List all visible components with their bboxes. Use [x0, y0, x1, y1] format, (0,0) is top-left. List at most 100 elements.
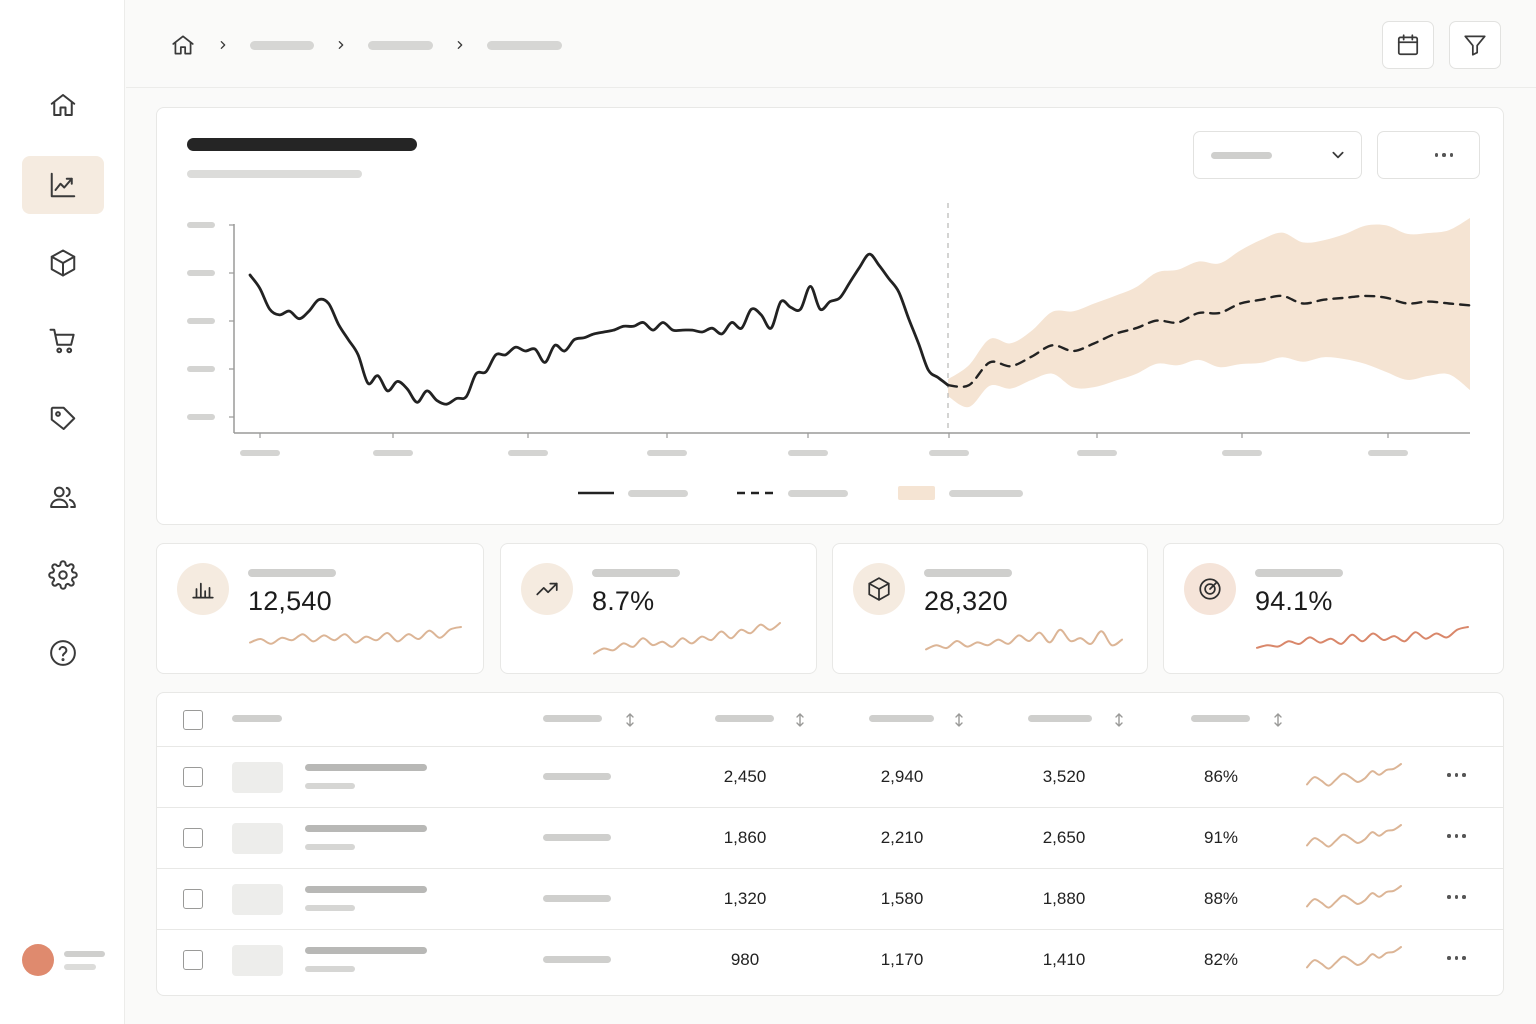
kpi-icon-badge: [177, 563, 229, 615]
cell-value: 1,410: [1042, 950, 1086, 969]
column-header-placeholder[interactable]: [232, 715, 282, 722]
column-header-placeholder[interactable]: [1028, 715, 1092, 722]
cube-icon: [868, 577, 890, 601]
x-tick-label-placeholder: [647, 450, 687, 456]
cell-value: 1,860: [723, 828, 767, 847]
sort-icon[interactable]: [624, 712, 636, 728]
row-more-button[interactable]: [1443, 952, 1470, 964]
sort-icon[interactable]: [953, 712, 965, 728]
user-profile[interactable]: [22, 944, 112, 976]
sort-icon[interactable]: [1113, 712, 1125, 728]
sidebar-item-home[interactable]: [22, 76, 104, 134]
sort-icon[interactable]: [1272, 712, 1284, 728]
avatar[interactable]: [22, 944, 54, 976]
bar-chart-icon: [192, 582, 214, 599]
sidebar-item-help[interactable]: [22, 624, 104, 682]
kpi-card[interactable]: 8.7%: [500, 543, 817, 674]
period-dropdown[interactable]: [1193, 131, 1362, 179]
row-checkbox[interactable]: [183, 950, 203, 970]
y-tick-label-placeholder: [187, 414, 215, 420]
kpi-label-placeholder: [1255, 569, 1343, 577]
cell-percent: 86%: [1203, 767, 1239, 786]
forecast-confidence-band: [948, 218, 1470, 408]
filter-button[interactable]: [1449, 21, 1501, 69]
chart-title-placeholder: [187, 138, 417, 151]
column-header-placeholder[interactable]: [869, 715, 934, 722]
chevron-down-icon: [1332, 151, 1344, 159]
kpi-label-placeholder: [592, 569, 680, 577]
more-icon: [1447, 834, 1466, 838]
kpi-icon-badge: [521, 563, 573, 615]
more-icon: [1447, 956, 1466, 960]
breadcrumb-item[interactable]: [250, 40, 314, 50]
forecast-chart-card: [156, 107, 1504, 525]
home-icon[interactable]: [170, 32, 196, 58]
kpi-label-placeholder: [924, 569, 1012, 577]
row-more-button[interactable]: [1443, 891, 1470, 903]
x-tick-label-placeholder: [240, 450, 280, 456]
table-row[interactable]: 980 1,170 1,410 82%: [157, 930, 1503, 991]
sidebar-item-analytics[interactable]: [22, 156, 104, 214]
more-icon: [1447, 895, 1466, 899]
cell-value: 1,320: [723, 889, 767, 908]
calendar-button[interactable]: [1382, 21, 1434, 69]
product-thumbnail: [232, 762, 283, 793]
chevron-right-icon: [457, 41, 463, 49]
cell-percent: 82%: [1203, 950, 1239, 969]
more-icon: [1434, 153, 1453, 157]
column-header-placeholder[interactable]: [543, 715, 602, 722]
breadcrumb-item[interactable]: [368, 40, 433, 50]
breadcrumb-item[interactable]: [487, 40, 562, 50]
product-thumbnail: [232, 945, 283, 976]
kpi-sparkline: [925, 628, 1123, 651]
x-tick-label-placeholder: [788, 450, 828, 456]
sidebar-item-tags[interactable]: [22, 390, 104, 448]
category-placeholder: [543, 773, 611, 780]
kpi-value: 8.7%: [592, 586, 655, 616]
sidebar-item-customers[interactable]: [22, 468, 104, 526]
row-checkbox[interactable]: [183, 828, 203, 848]
product-thumbnail: [232, 823, 283, 854]
row-checkbox[interactable]: [183, 889, 203, 909]
chart-legend: [578, 486, 1023, 500]
kpi-card[interactable]: 94.1%: [1163, 543, 1504, 674]
cell-percent: 88%: [1203, 889, 1239, 908]
kpi-value: 12,540: [248, 586, 332, 616]
table-row[interactable]: 1,860 2,210 2,650 91%: [157, 808, 1503, 869]
sidebar-item-settings[interactable]: [22, 546, 104, 604]
product-name-placeholder: [305, 764, 427, 771]
row-sparkline-path: [1306, 824, 1402, 848]
product-meta-placeholder: [305, 844, 355, 850]
sidebar: [0, 0, 125, 1024]
cell-value: 1,170: [880, 950, 924, 969]
sort-icon[interactable]: [794, 712, 806, 728]
row-sparkline-path: [1306, 946, 1402, 970]
row-checkbox[interactable]: [183, 767, 203, 787]
row-sparkline-path: [1306, 763, 1402, 787]
select-all-checkbox[interactable]: [183, 710, 203, 730]
row-more-button[interactable]: [1443, 830, 1470, 842]
sidebar-item-orders[interactable]: [22, 312, 104, 370]
column-header-placeholder[interactable]: [1191, 715, 1250, 722]
cell-value: 2,940: [880, 767, 924, 786]
kpi-value: 94.1%: [1255, 586, 1333, 616]
column-header-placeholder[interactable]: [715, 715, 774, 722]
sidebar-item-products[interactable]: [22, 234, 104, 292]
row-sparkline-path: [1306, 885, 1402, 909]
calendar-icon: [1397, 34, 1419, 56]
legend-band-label-placeholder: [949, 490, 1023, 497]
y-tick-label-placeholder: [187, 318, 215, 324]
row-more-button[interactable]: [1443, 769, 1470, 781]
kpi-sparkline-path: [925, 628, 1123, 651]
kpi-card[interactable]: 28,320: [832, 543, 1148, 674]
cell-value: 2,210: [880, 828, 924, 847]
kpi-icon-badge: [853, 563, 905, 615]
kpi-label-placeholder: [248, 569, 336, 577]
kpi-card[interactable]: 12,540: [156, 543, 484, 674]
kpi-sparkline-path: [593, 622, 781, 655]
table-row[interactable]: 2,450 2,940 3,520 86%: [157, 747, 1503, 808]
category-placeholder: [543, 834, 611, 841]
row-sparkline: [1306, 824, 1402, 848]
table-row[interactable]: 1,320 1,580 1,880 88%: [157, 869, 1503, 930]
chart-more-button[interactable]: [1377, 131, 1480, 179]
